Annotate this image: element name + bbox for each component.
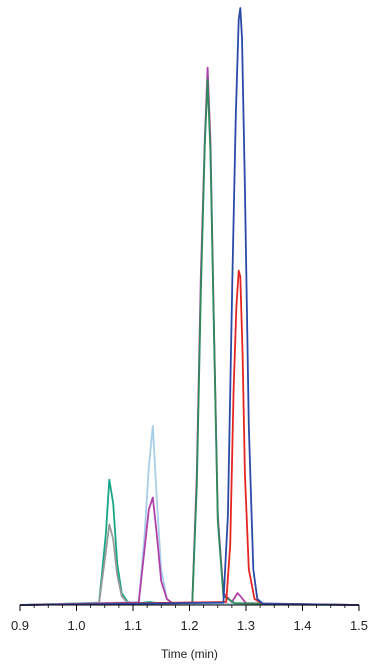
series-line-1: [19, 478, 360, 606]
series-line-6: [19, 269, 360, 606]
x-tick-label: 1.4: [293, 618, 311, 633]
series-line-5: [19, 78, 360, 606]
x-tick-label: 1.0: [67, 618, 85, 633]
series-line-7: [19, 7, 360, 606]
x-tick-label: 1.1: [124, 618, 142, 633]
series-line-2: [19, 523, 360, 606]
x-tick-label: 1.3: [237, 618, 255, 633]
x-tick-label: 1.2: [180, 618, 198, 633]
series-line-4: [19, 66, 360, 606]
series-lines: [19, 7, 360, 606]
series-line-3: [19, 424, 360, 606]
x-axis-title: Time (min): [161, 647, 218, 661]
x-tick-label: 0.9: [11, 618, 29, 633]
x-axis-ticks: 0.9 1.0 1.1 1.2 1.3 1.4 1.5: [11, 605, 368, 633]
x-tick-label: 1.5: [350, 618, 368, 633]
